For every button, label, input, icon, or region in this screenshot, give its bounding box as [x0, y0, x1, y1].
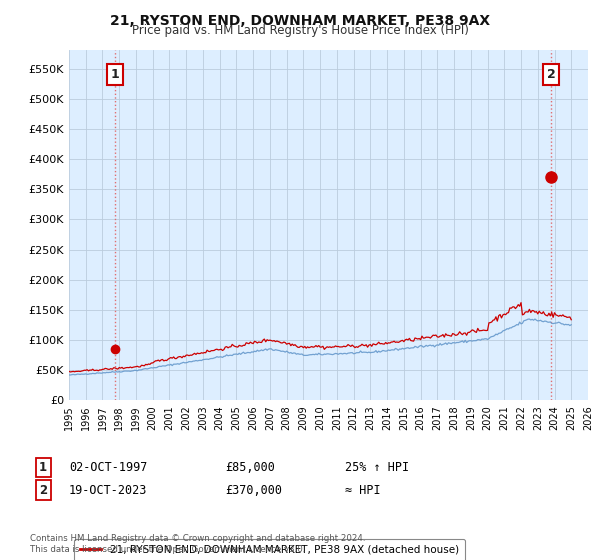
Text: 21, RYSTON END, DOWNHAM MARKET, PE38 9AX: 21, RYSTON END, DOWNHAM MARKET, PE38 9AX	[110, 14, 490, 28]
Text: £85,000: £85,000	[225, 461, 275, 474]
Text: 1: 1	[39, 461, 47, 474]
Text: Price paid vs. HM Land Registry's House Price Index (HPI): Price paid vs. HM Land Registry's House …	[131, 24, 469, 37]
Text: 25% ↑ HPI: 25% ↑ HPI	[345, 461, 409, 474]
Legend: 21, RYSTON END, DOWNHAM MARKET, PE38 9AX (detached house), HPI: Average price, d: 21, RYSTON END, DOWNHAM MARKET, PE38 9AX…	[74, 539, 465, 560]
Text: £370,000: £370,000	[225, 483, 282, 497]
Text: 02-OCT-1997: 02-OCT-1997	[69, 461, 148, 474]
Text: ≈ HPI: ≈ HPI	[345, 483, 380, 497]
Text: 19-OCT-2023: 19-OCT-2023	[69, 483, 148, 497]
Text: 2: 2	[547, 68, 556, 81]
Text: 1: 1	[110, 68, 119, 81]
Text: Contains HM Land Registry data © Crown copyright and database right 2024.
This d: Contains HM Land Registry data © Crown c…	[30, 534, 365, 554]
Text: 2: 2	[39, 483, 47, 497]
